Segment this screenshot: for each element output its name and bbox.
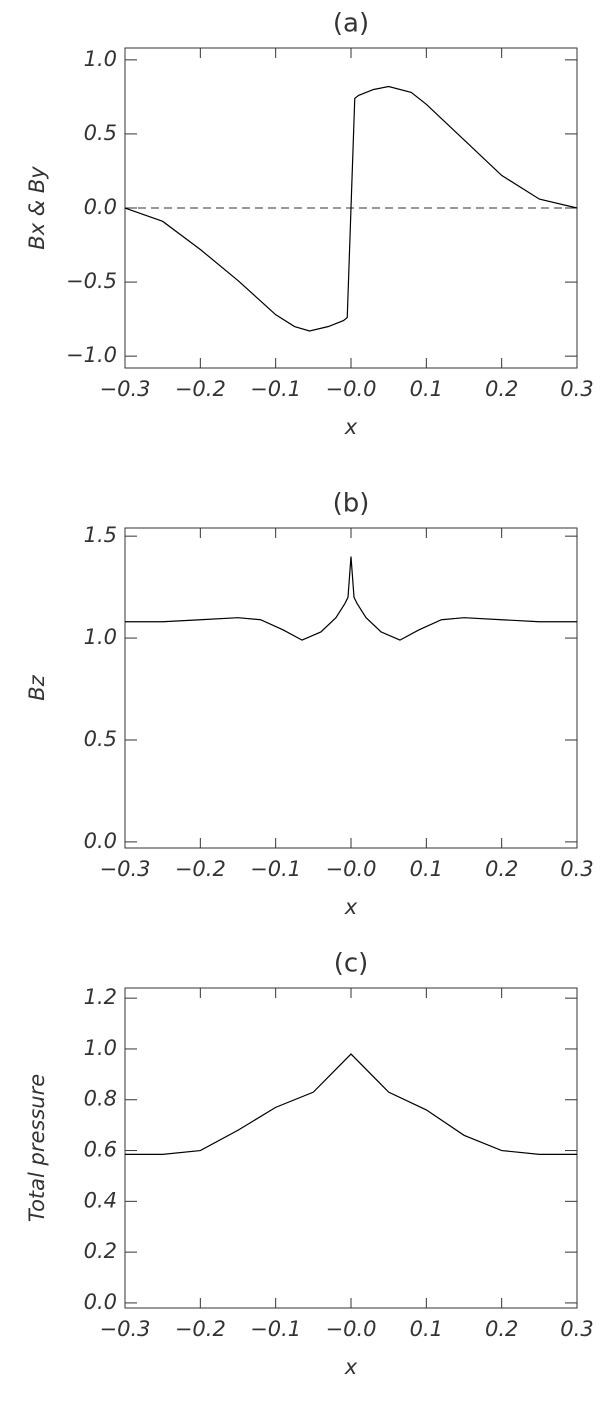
x-tick-label: −0.1: [250, 857, 301, 881]
y-tick-label: 0.5: [84, 727, 117, 751]
y-tick-label: 1.0: [84, 47, 117, 71]
y-tick-label: 1.5: [84, 523, 117, 547]
y-tick-label: 1.0: [84, 625, 117, 649]
y-axis-label: Bz: [25, 674, 49, 700]
x-tick-label: 0.1: [410, 857, 443, 881]
y-tick-label: 0.5: [84, 121, 117, 145]
data-line: [124, 85, 578, 332]
x-tick-label: −0.0: [326, 377, 377, 401]
x-tick-label: −0.0: [326, 1317, 377, 1341]
x-axis-label: x: [344, 1355, 358, 1379]
x-axis-label: x: [344, 895, 358, 919]
y-tick-label: 1.0: [84, 1036, 117, 1060]
y-tick-label: 0.4: [84, 1188, 117, 1212]
x-tick-label: −0.2: [175, 377, 226, 401]
y-tick-label: 0.0: [84, 829, 117, 853]
x-tick-label: −0.0: [326, 857, 377, 881]
y-tick-label: −0.5: [66, 269, 117, 293]
x-tick-label: 0.3: [560, 1317, 593, 1341]
x-tick-label: −0.3: [100, 377, 151, 401]
x-tick-label: −0.3: [100, 857, 151, 881]
x-tick-label: 0.2: [485, 377, 518, 401]
y-tick-label: 0.2: [84, 1239, 117, 1263]
x-tick-label: 0.3: [560, 377, 593, 401]
x-tick-label: 0.3: [560, 857, 593, 881]
y-axis-label: Total pressure: [25, 1074, 49, 1222]
y-tick-label: 0.8: [84, 1087, 117, 1111]
x-tick-label: −0.3: [100, 1317, 151, 1341]
panel-title: (b): [333, 489, 370, 519]
y-tick-label: 0.0: [84, 195, 117, 219]
y-axis-label: Bx & By: [25, 166, 49, 250]
x-axis-label: x: [344, 415, 358, 439]
plot-frame: [124, 527, 578, 849]
data-line: [125, 1053, 577, 1155]
x-tick-label: 0.1: [410, 1317, 443, 1341]
x-tick-label: −0.2: [175, 1317, 226, 1341]
plot-frame: [124, 987, 578, 1309]
y-tick-label: −1.0: [66, 343, 117, 367]
panel-title: (a): [333, 9, 369, 39]
x-tick-label: −0.1: [250, 377, 301, 401]
data-line: [125, 556, 577, 641]
x-tick-label: −0.2: [175, 857, 226, 881]
y-tick-label: 0.0: [84, 1290, 117, 1314]
x-tick-label: 0.2: [485, 1317, 518, 1341]
y-tick-label: 0.6: [84, 1138, 117, 1162]
x-tick-label: −0.1: [250, 1317, 301, 1341]
y-tick-label: 1.2: [84, 985, 117, 1009]
panel-title: (c): [334, 949, 369, 979]
x-tick-label: 0.2: [485, 857, 518, 881]
x-tick-label: 0.1: [410, 377, 443, 401]
